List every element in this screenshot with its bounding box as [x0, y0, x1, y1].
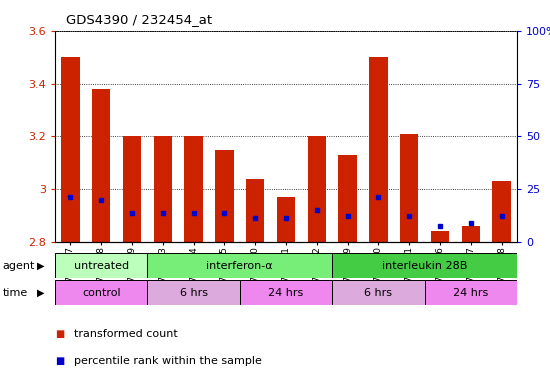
Bar — [55, 253, 147, 278]
Bar — [147, 280, 240, 305]
Bar — [307, 136, 326, 242]
Bar — [332, 253, 517, 278]
Bar — [400, 134, 419, 242]
Bar — [369, 57, 388, 242]
Text: 24 hrs: 24 hrs — [453, 288, 488, 298]
Text: 6 hrs: 6 hrs — [365, 288, 392, 298]
Bar — [184, 136, 203, 242]
Text: ▶: ▶ — [37, 261, 45, 271]
Bar — [246, 179, 265, 242]
Bar — [338, 155, 357, 242]
Bar — [55, 280, 147, 305]
Bar — [492, 181, 511, 242]
Text: ■: ■ — [55, 329, 64, 339]
Text: percentile rank within the sample: percentile rank within the sample — [74, 356, 262, 366]
Bar — [240, 280, 332, 305]
Bar — [215, 149, 234, 242]
Text: transformed count: transformed count — [74, 329, 178, 339]
Bar — [431, 232, 449, 242]
Bar — [332, 280, 425, 305]
Text: 6 hrs: 6 hrs — [180, 288, 207, 298]
Bar — [123, 136, 141, 242]
Bar — [277, 197, 295, 242]
Bar — [425, 280, 517, 305]
Text: agent: agent — [3, 261, 35, 271]
Text: control: control — [82, 288, 120, 298]
Bar — [92, 89, 111, 242]
Text: time: time — [3, 288, 28, 298]
Text: 24 hrs: 24 hrs — [268, 288, 304, 298]
Text: GDS4390 / 232454_at: GDS4390 / 232454_at — [66, 13, 212, 26]
Bar — [147, 253, 332, 278]
Text: ▶: ▶ — [37, 288, 45, 298]
Bar — [461, 226, 480, 242]
Bar — [153, 136, 172, 242]
Text: ■: ■ — [55, 356, 64, 366]
Bar — [61, 57, 80, 242]
Text: interleukin 28B: interleukin 28B — [382, 261, 468, 271]
Text: interferon-α: interferon-α — [206, 261, 273, 271]
Text: untreated: untreated — [74, 261, 129, 271]
